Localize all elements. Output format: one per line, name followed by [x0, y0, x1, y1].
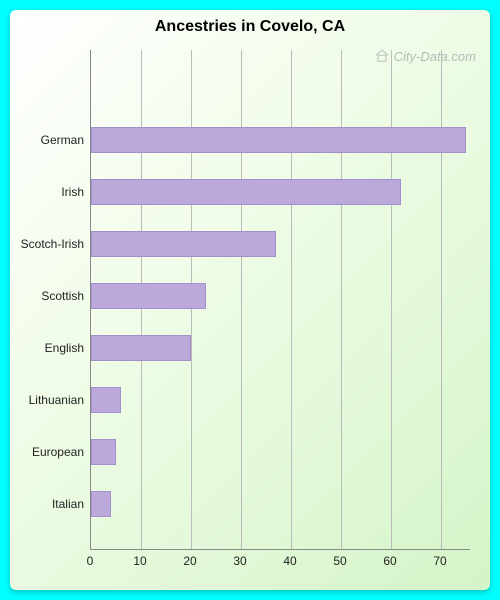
x-tick-label: 20: [183, 554, 196, 568]
bar: [91, 231, 276, 257]
gridline: [291, 50, 292, 549]
y-tick-label: Scotch-Irish: [10, 237, 84, 251]
x-tick-label: 70: [433, 554, 446, 568]
bar: [91, 179, 401, 205]
gridline: [391, 50, 392, 549]
bar: [91, 127, 466, 153]
bar: [91, 283, 206, 309]
bar: [91, 491, 111, 517]
y-tick-label: German: [10, 133, 84, 147]
y-tick-label: Scottish: [10, 289, 84, 303]
chart-card: Ancestries in Covelo, CA City-Data.com 0…: [10, 10, 490, 590]
bar: [91, 439, 116, 465]
x-tick-label: 40: [283, 554, 296, 568]
y-tick-label: Irish: [10, 185, 84, 199]
x-tick-label: 30: [233, 554, 246, 568]
x-tick-label: 60: [383, 554, 396, 568]
gridline: [341, 50, 342, 549]
x-tick-label: 10: [133, 554, 146, 568]
y-tick-label: Lithuanian: [10, 393, 84, 407]
chart-title: Ancestries in Covelo, CA: [10, 10, 490, 36]
y-tick-label: Italian: [10, 497, 84, 511]
x-tick-label: 0: [87, 554, 94, 568]
bar: [91, 387, 121, 413]
y-tick-label: European: [10, 445, 84, 459]
bar: [91, 335, 191, 361]
gridline: [441, 50, 442, 549]
x-tick-label: 50: [333, 554, 346, 568]
plot-area: [90, 50, 470, 550]
gridline: [241, 50, 242, 549]
y-tick-label: English: [10, 341, 84, 355]
